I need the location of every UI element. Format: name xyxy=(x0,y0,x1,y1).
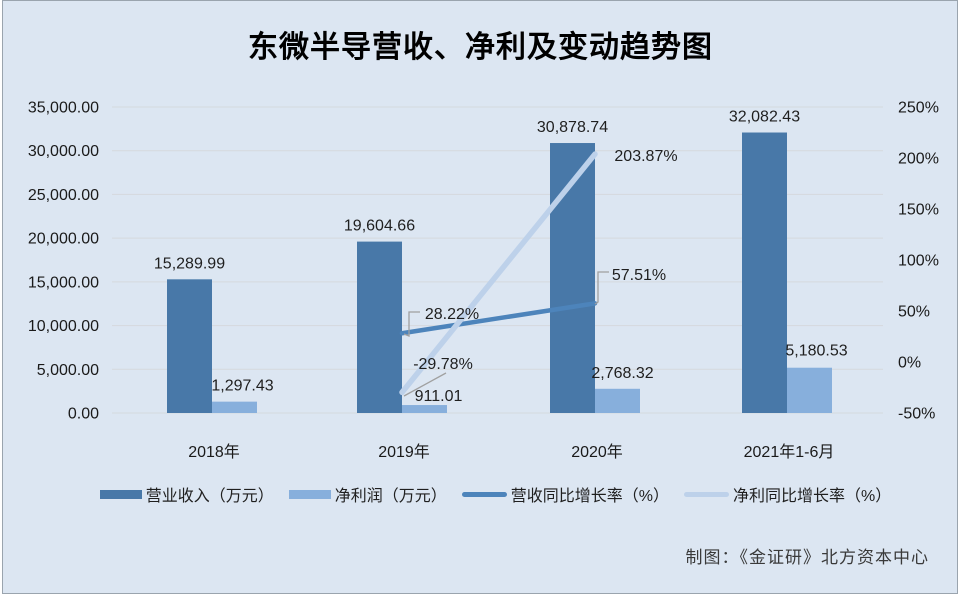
net-profit-growth-line xyxy=(399,151,598,396)
left-axis-tick-label: 15,000.00 xyxy=(28,274,99,291)
revenue-growth-line xyxy=(399,301,598,336)
revenue-data-label: 19,604.66 xyxy=(344,218,415,235)
net-profit-bar xyxy=(595,388,640,413)
label-leader-line xyxy=(403,311,420,337)
revenue-bar xyxy=(167,279,212,413)
legend-item-net-profit: 净利润（万元） xyxy=(288,482,447,506)
legend-label: 净利同比增长率（%） xyxy=(733,488,892,505)
growth-rate-data-label: 57.51% xyxy=(612,267,666,284)
left-axis-tick-label: 10,000.00 xyxy=(28,318,99,335)
net-profit-data-label: 2,768.32 xyxy=(591,365,653,382)
net-profit-bar xyxy=(402,405,447,413)
legend-item-revenue-growth: 营收同比增长率（%） xyxy=(461,482,670,506)
revenue-bar xyxy=(742,132,787,413)
net-profit-growth-line-swatch-icon xyxy=(684,491,730,497)
left-axis-tick-label: 20,000.00 xyxy=(28,231,99,248)
legend-label: 净利润（万元） xyxy=(334,488,447,505)
chart-title: 东微半导营收、净利及变动趋势图 xyxy=(248,31,713,64)
legend-label: 营收同比增长率（%） xyxy=(510,488,670,505)
x-axis-category-label: 2020年 xyxy=(571,443,623,461)
x-axis-category-label: 2021年1-6月 xyxy=(744,443,835,461)
right-axis-tick-label: 100% xyxy=(898,253,939,270)
right-axis-tick-label: 0% xyxy=(898,355,921,372)
revenue-bar xyxy=(357,241,402,413)
growth-rate-data-label: -29.78% xyxy=(413,356,473,373)
net-profit-bar-swatch-icon xyxy=(288,489,331,499)
revenue-data-label: 15,289.99 xyxy=(154,255,225,272)
left-axis-tick-label: 25,000.00 xyxy=(28,187,99,204)
net-profit-bar xyxy=(787,367,832,413)
right-axis-tick-label: 200% xyxy=(898,151,939,168)
net-profit-data-label: 911.01 xyxy=(415,388,463,405)
legend-item-net-profit-growth: 净利同比增长率（%） xyxy=(684,482,891,506)
growth-rate-data-label: 203.87% xyxy=(614,148,677,165)
net-profit-data-label: 1,297.43 xyxy=(211,378,273,395)
revenue-data-label: 32,082.43 xyxy=(729,109,800,126)
growth-rate-data-label: 28.22% xyxy=(425,306,479,323)
net-profit-bar xyxy=(212,401,257,413)
right-axis-tick-label: 50% xyxy=(898,304,930,321)
revenue-bar-swatch-icon xyxy=(99,489,142,499)
revenue-bar xyxy=(550,143,595,413)
right-axis-tick-label: 250% xyxy=(898,100,939,117)
label-leader-line xyxy=(594,271,609,305)
x-axis-category-label: 2019年 xyxy=(378,443,430,461)
legend-item-revenue: 营业收入（万元） xyxy=(99,482,274,506)
revenue-data-label: 30,878.74 xyxy=(537,119,608,136)
label-leader-line xyxy=(403,372,447,397)
right-axis-tick-label: 150% xyxy=(898,202,939,219)
left-axis-tick-label: 5,000.00 xyxy=(37,362,99,379)
chart-credit: 制图：《金证研》北方资本中心 xyxy=(685,548,929,567)
right-axis-tick-label: -50% xyxy=(898,406,935,423)
legend-label: 营业收入（万元） xyxy=(145,488,274,505)
left-axis-tick-label: 35,000.00 xyxy=(28,100,99,117)
revenue-growth-line-swatch-icon xyxy=(461,491,507,497)
legend: 营业收入（万元） 净利润（万元） 营收同比增长率（%） 净利同比增长率（%） xyxy=(60,482,931,506)
net-profit-data-label: 5,180.53 xyxy=(785,343,847,360)
x-axis-category-label: 2018年 xyxy=(188,443,240,461)
left-axis-tick-label: 0.00 xyxy=(68,406,99,423)
left-axis-tick-label: 30,000.00 xyxy=(28,143,99,160)
